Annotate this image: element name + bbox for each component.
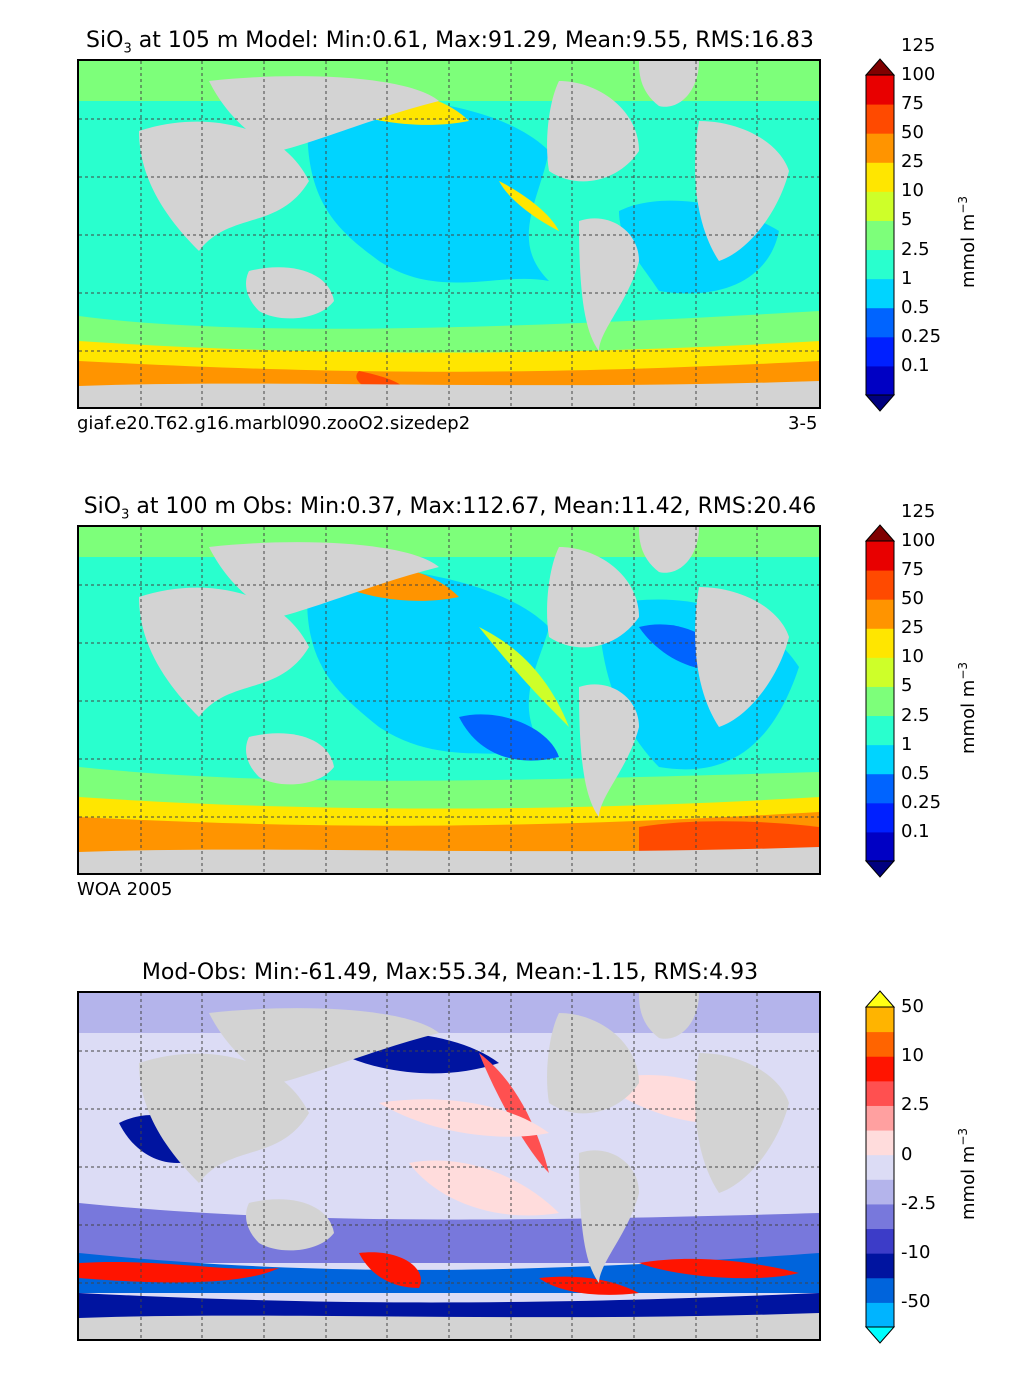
diff-panel: Mod-Obs: Min:-61.49, Max:55.34, Mean:-1.… xyxy=(0,932,1010,1373)
model-colorbar xyxy=(864,58,896,412)
colorbar-bin xyxy=(866,1203,894,1230)
colorbar-frame xyxy=(865,540,895,862)
colorbar-extend-low xyxy=(864,394,896,412)
obs-panel: SiO3 at 100 m Obs: Min:0.37, Max:112.67,… xyxy=(0,466,1010,916)
colorbar-tick-label: 5 xyxy=(901,675,913,697)
colorbar-tick-label: 0.1 xyxy=(901,820,930,842)
colorbar-bin xyxy=(866,336,894,367)
colorbar-bin xyxy=(866,831,894,862)
model-map xyxy=(77,59,821,409)
colorbar-bin xyxy=(866,541,894,571)
colorbar-bin xyxy=(866,1277,894,1303)
diff-title: Mod-Obs: Min:-61.49, Max:55.34, Mean:-1.… xyxy=(141,960,759,985)
colorbar-tick-label: 50 xyxy=(901,122,924,144)
colorbar-tick-label: 125 xyxy=(901,500,936,522)
colorbar-bin xyxy=(866,802,894,833)
colorbar-tick-label: 0.25 xyxy=(901,325,942,347)
colorbar-bin xyxy=(866,686,894,717)
colorbar-tick-label: 50 xyxy=(901,996,924,1017)
diff-colorbar-unit: mmol m−3 xyxy=(956,1127,979,1220)
colorbar-bin xyxy=(866,1031,894,1057)
colorbar-bin xyxy=(866,1253,894,1279)
obs-map xyxy=(77,525,821,875)
colorbar-tick-label: 50 xyxy=(901,588,924,610)
colorbar-tick-label: 10 xyxy=(901,646,924,668)
colorbar-bin xyxy=(866,657,894,687)
colorbar-bin xyxy=(866,599,894,629)
colorbar-bin xyxy=(866,162,894,192)
colorbar-bin xyxy=(866,628,894,658)
colorbar-tick-label: 100 xyxy=(901,530,936,551)
colorbar-bin xyxy=(866,1302,894,1328)
colorbar-extend-low xyxy=(864,1326,896,1344)
model-panel: SiO3 at 105 m Model: Min:0.61, Max:91.29… xyxy=(0,0,1010,450)
colorbar-bin xyxy=(866,715,894,746)
colorbar-tick-label: 100 xyxy=(901,64,936,85)
colorbar-tick-label: 2.5 xyxy=(901,238,930,260)
obs-title: SiO3 at 100 m Obs: Min:0.37, Max:112.67,… xyxy=(83,494,817,523)
colorbar-bin xyxy=(866,249,894,280)
colorbar-tick-label: 2.5 xyxy=(901,704,930,726)
colorbar-bin xyxy=(866,365,894,396)
model-years-label: 3-5 xyxy=(788,413,818,434)
colorbar-tick-label: 10 xyxy=(901,180,924,202)
colorbar-tick-label: 0.5 xyxy=(901,296,930,318)
colorbar-bin xyxy=(866,133,894,163)
model-title: SiO3 at 105 m Model: Min:0.61, Max:91.29… xyxy=(86,28,814,57)
colorbar-bin xyxy=(866,1056,894,1082)
colorbar-bin xyxy=(866,1007,894,1033)
colorbar-tick-label: 0 xyxy=(901,1143,913,1165)
colorbar-bin xyxy=(866,1130,894,1156)
colorbar-bin xyxy=(866,75,894,105)
obs-colorbar-unit: mmol m−3 xyxy=(956,661,979,754)
colorbar-bin xyxy=(866,307,894,338)
colorbar-tick-label: 125 xyxy=(901,34,936,56)
colorbar-frame xyxy=(865,74,895,396)
model-case-label: giaf.e20.T62.g16.marbl090.zooO2.sizedep2 xyxy=(77,413,471,434)
colorbar-bin xyxy=(866,773,894,804)
colorbar-tick-label: 25 xyxy=(901,617,924,639)
colorbar-tick-label: 0.1 xyxy=(901,354,930,376)
colorbar-bin xyxy=(866,744,894,775)
colorbar-bin xyxy=(866,220,894,251)
colorbar-bin xyxy=(866,104,894,134)
colorbar-tick-label: 75 xyxy=(901,559,924,581)
model-colorbar-unit: mmol m−3 xyxy=(956,195,979,288)
colorbar-bin xyxy=(866,1228,894,1254)
colorbar-tick-label: -50 xyxy=(901,1291,931,1313)
colorbar-bin xyxy=(866,191,894,221)
colorbar-tick-label: 0.5 xyxy=(901,762,930,784)
colorbar-tick-label: 75 xyxy=(901,93,924,115)
colorbar-extend-high xyxy=(864,58,896,76)
colorbar-frame xyxy=(865,1006,895,1328)
colorbar-tick-label: -2.5 xyxy=(901,1192,937,1214)
colorbar-bin xyxy=(866,1105,894,1131)
colorbar-tick-label: 0.25 xyxy=(901,791,942,813)
colorbar-tick-label: 1 xyxy=(901,733,913,755)
diff-map xyxy=(77,991,821,1341)
colorbar-tick-label: 1 xyxy=(901,267,913,289)
colorbar-tick-label: 10 xyxy=(901,1045,924,1067)
colorbar-bin xyxy=(866,1154,894,1180)
colorbar-extend-low xyxy=(864,860,896,878)
colorbar-tick-label: 5 xyxy=(901,209,913,231)
colorbar-bin xyxy=(866,1080,894,1106)
colorbar-extend-high xyxy=(864,524,896,542)
colorbar-tick-label: 2.5 xyxy=(901,1094,930,1116)
obs-source-label: WOA 2005 xyxy=(77,879,173,900)
colorbar-bin xyxy=(866,278,894,309)
diff-colorbar xyxy=(864,990,896,1344)
obs-colorbar xyxy=(864,524,896,878)
colorbar-bin xyxy=(866,1179,894,1205)
colorbar-bin xyxy=(866,570,894,600)
colorbar-tick-label: -10 xyxy=(901,1242,931,1264)
colorbar-tick-label: 25 xyxy=(901,151,924,173)
colorbar-extend-high xyxy=(864,990,896,1008)
